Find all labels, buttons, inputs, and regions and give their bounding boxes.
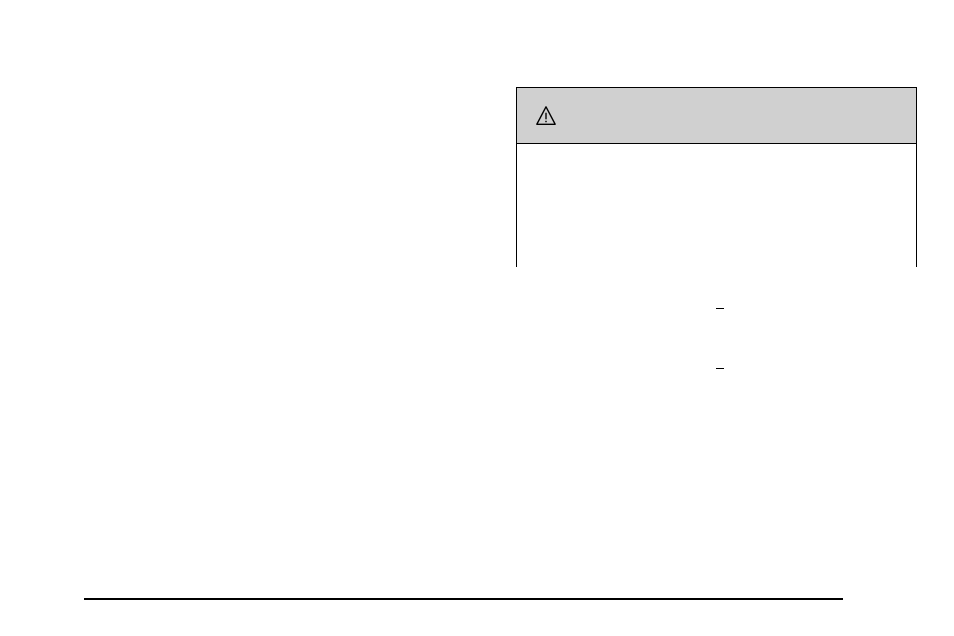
horizontal-rule: [84, 598, 843, 600]
caution-box-header: [517, 88, 916, 144]
caution-box-body: [517, 144, 916, 267]
page: [0, 0, 954, 636]
dash-mark: [716, 308, 724, 309]
dash-mark: [716, 368, 724, 369]
caution-box: [516, 87, 917, 267]
warning-icon: [535, 105, 557, 127]
